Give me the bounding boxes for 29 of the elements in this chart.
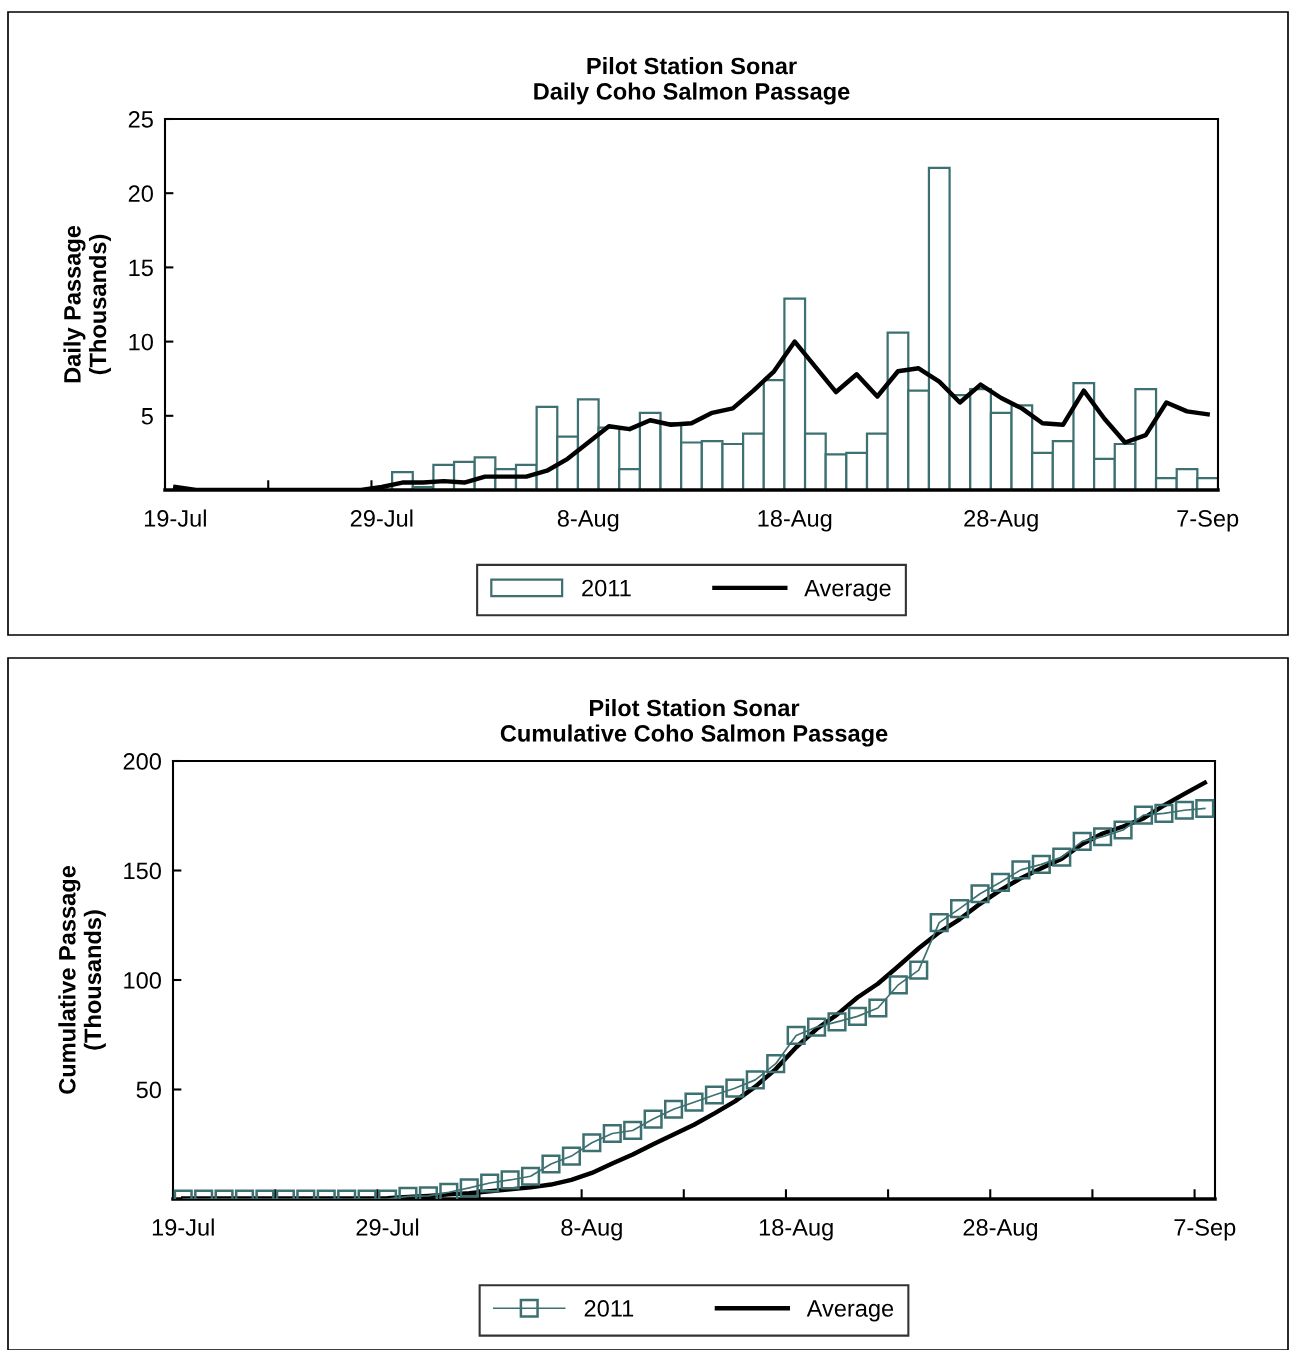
x-tick-label: 18-Aug xyxy=(758,510,832,532)
y-tick-label: 5 xyxy=(141,408,153,425)
x-tick-label: 19-Jul xyxy=(144,509,206,527)
x-tick-label: 29-Jul xyxy=(350,509,413,527)
legend-label: Average xyxy=(806,1300,894,1322)
y-tick-label: 200 xyxy=(123,753,161,770)
y-axis-title: Daily Passage (Thousands) xyxy=(63,225,111,383)
y-tick-label: 150 xyxy=(124,862,161,880)
legend-label: 2011 xyxy=(584,1300,634,1317)
x-tick-label: 29-Jul xyxy=(356,1218,419,1236)
y-tick-label: 20 xyxy=(128,185,153,202)
y-tick-label: 25 xyxy=(128,111,153,128)
y-tick-label: 15 xyxy=(129,259,153,277)
x-tick-label: 19-Jul xyxy=(152,1218,214,1236)
x-tick-label: 8-Aug xyxy=(557,510,619,532)
x-tick-label: 7-Sep xyxy=(1177,510,1239,532)
x-tick-label: 28-Aug xyxy=(964,510,1038,532)
y-tick-label: 100 xyxy=(124,972,161,989)
y-tick-label: 50 xyxy=(136,1081,161,1099)
x-tick-label: 8-Aug xyxy=(561,1219,622,1241)
x-tick-label: 18-Aug xyxy=(759,1219,833,1241)
legend-label: Average xyxy=(804,579,891,602)
chart-title: Pilot Station Sonar Cumulative Coho Salmon Passage xyxy=(500,699,888,747)
x-tick-label: 7-Sep xyxy=(1174,1219,1236,1241)
y-tick-label: 10 xyxy=(129,333,153,351)
legend-label: 2011 xyxy=(582,579,631,597)
y-axis-title: Cumulative Passage (Thousands) xyxy=(58,865,106,1094)
x-tick-label: 28-Aug xyxy=(963,1219,1038,1241)
chart-title: Pilot Station Sonar Daily Coho Salmon Passage xyxy=(534,57,850,105)
